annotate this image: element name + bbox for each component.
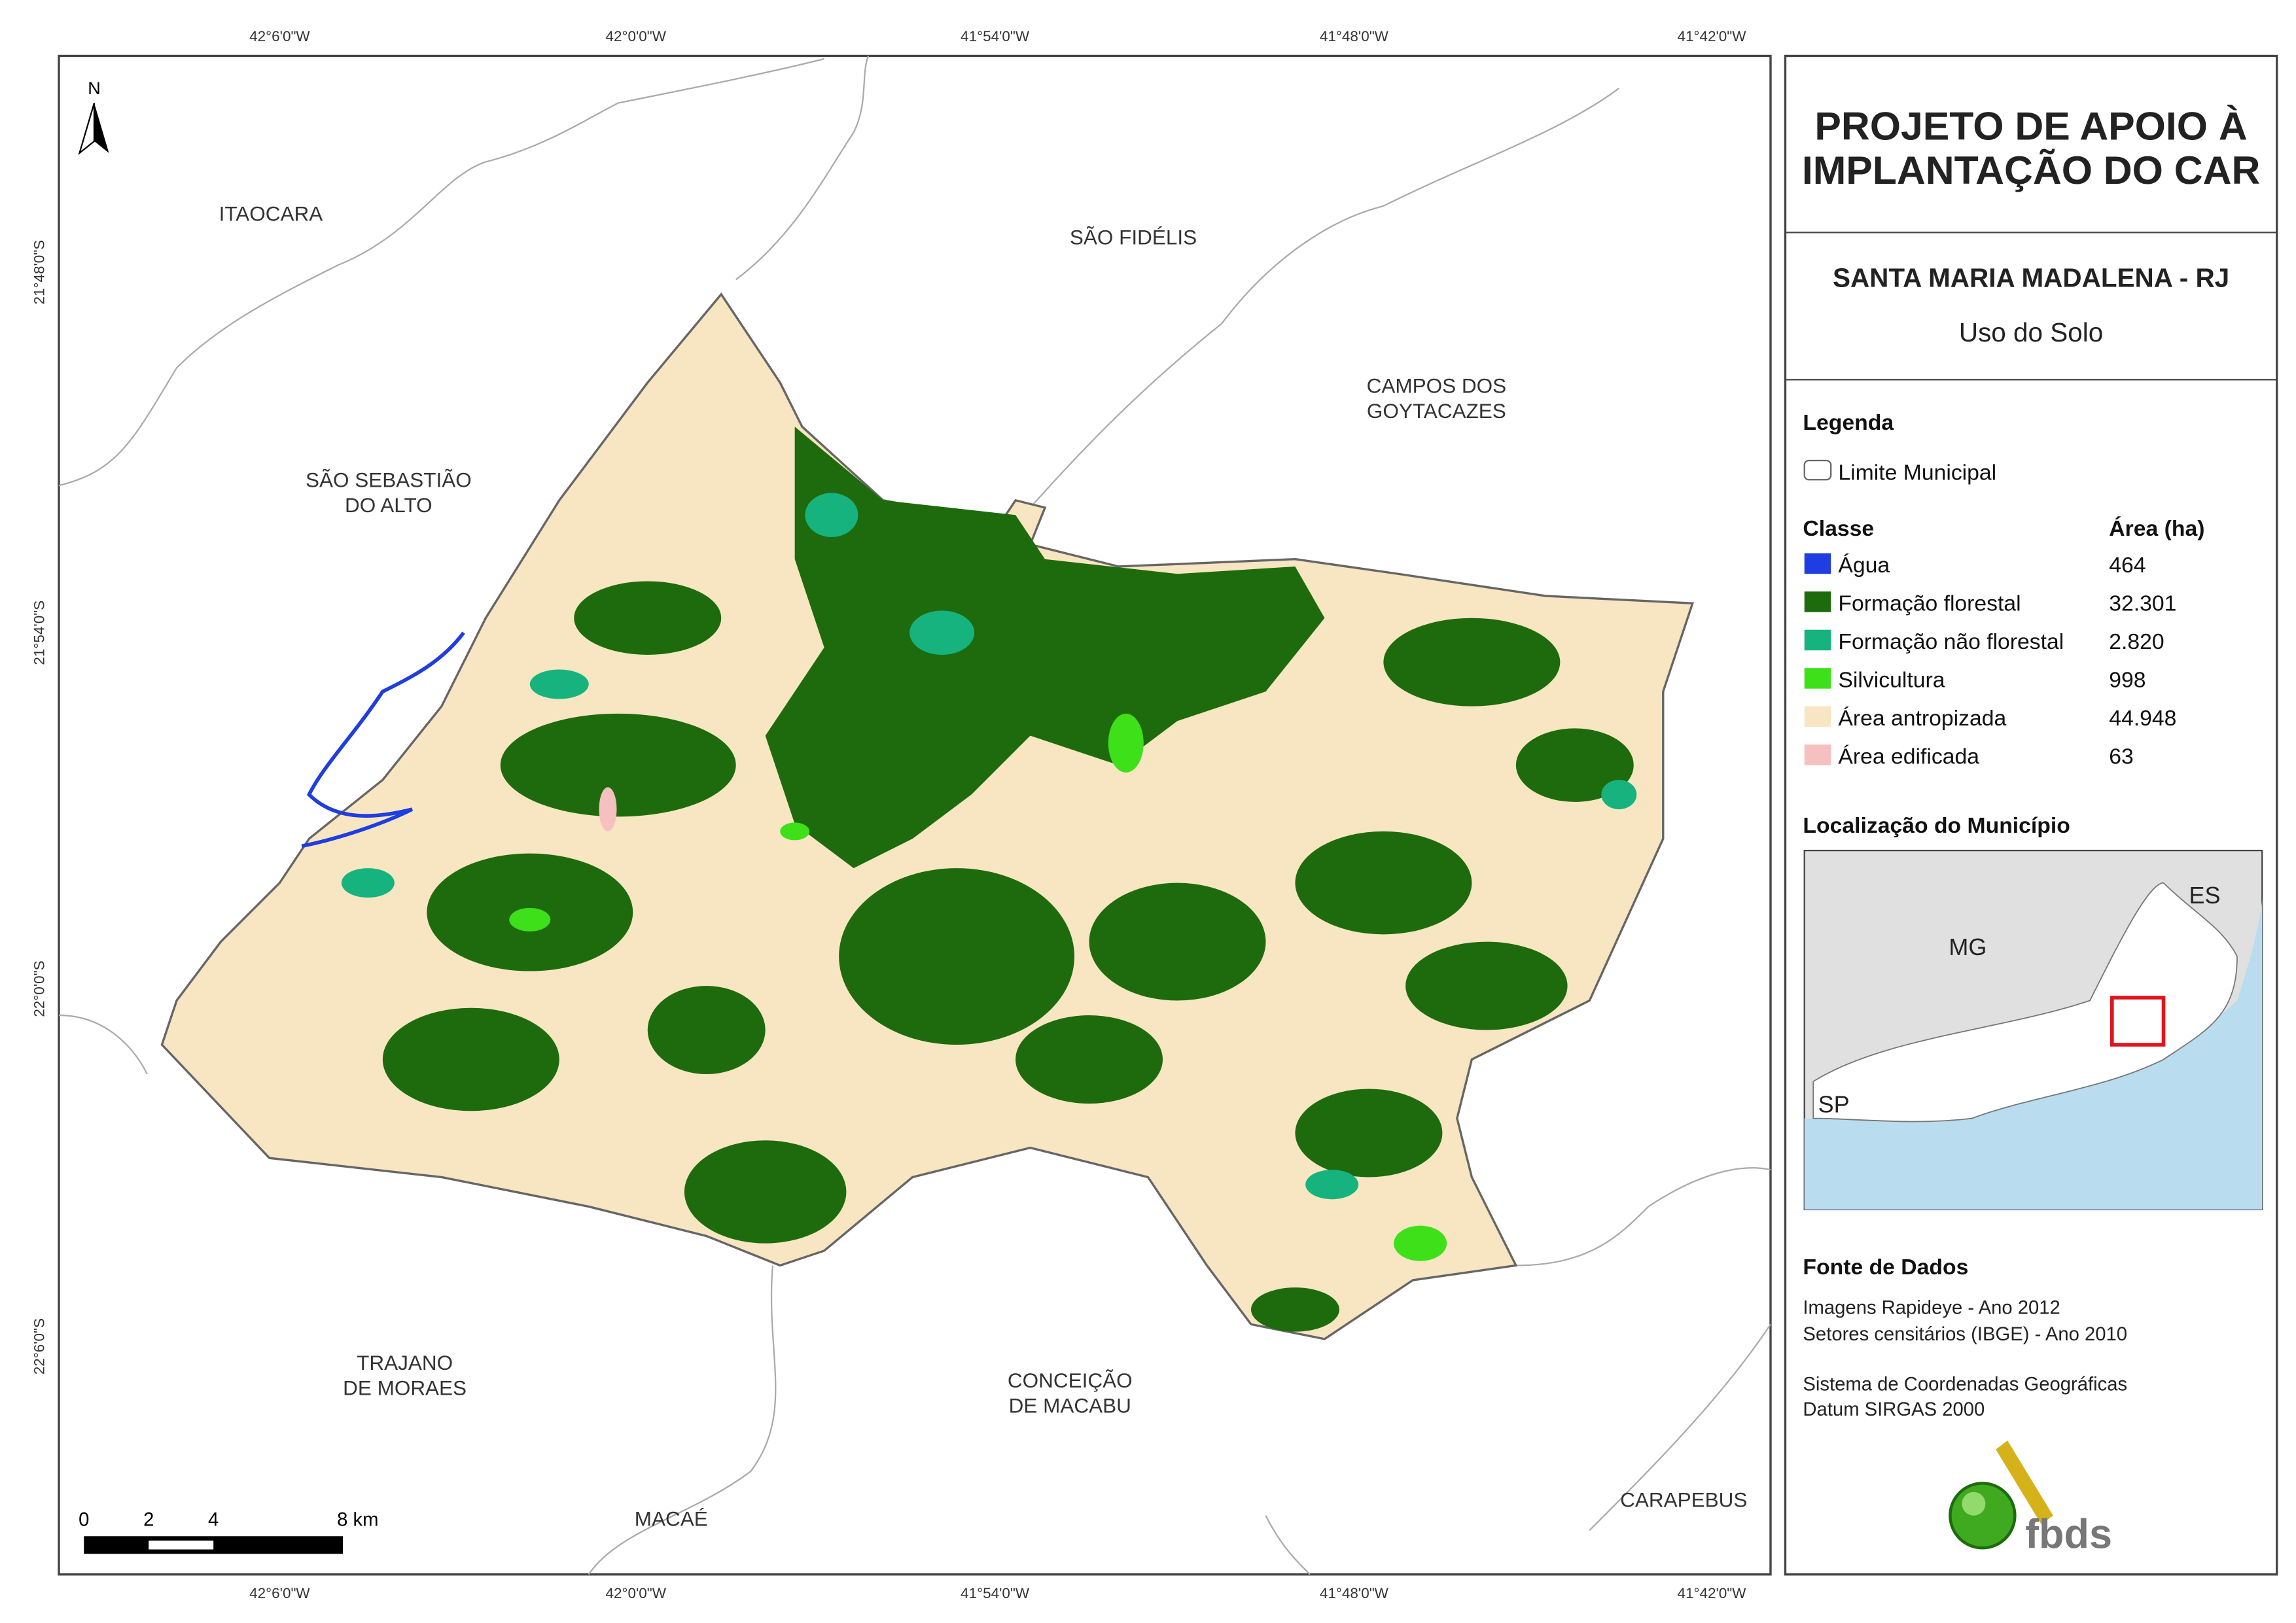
silviculture-areas: [509, 713, 1447, 1261]
longitude-label: 42°0'0"W: [605, 28, 666, 44]
place-name: TRAJANO: [357, 1351, 453, 1374]
legend-class: Formação não florestal: [1838, 629, 2064, 654]
legend-area: 44.948: [2109, 706, 2176, 731]
scale-label: 8 km: [337, 1510, 378, 1531]
built-area: [599, 787, 617, 831]
boundary-label: Limite Municipal: [1838, 460, 1996, 485]
legend-title: Legenda: [1803, 410, 1894, 435]
latitude-label: 22°0'0"S: [31, 960, 48, 1017]
longitude-label: 42°6'0"W: [249, 1585, 310, 1601]
class-header: Classe: [1803, 516, 1874, 541]
location-box: [2110, 996, 2166, 1047]
longitude-label: 41°42'0"W: [1677, 28, 1746, 44]
place-name: DO ALTO: [345, 493, 433, 517]
legend-class: Formação florestal: [1838, 591, 2021, 616]
forest-areas: [382, 427, 1634, 1332]
north-arrow: [94, 103, 109, 153]
logo-sphere: [1949, 1482, 2017, 1550]
municipal-boundaries: [58, 56, 1771, 1575]
place-name: DE MACABU: [1009, 1393, 1131, 1417]
state-rj: [1812, 882, 2238, 1123]
legend-class: Área edificada: [1838, 744, 1979, 769]
inset-label: MG: [1949, 934, 1987, 960]
water: [301, 631, 465, 848]
subtitle: Uso do Solo: [1959, 317, 2103, 347]
place-name: SÃO FIDÉLIS: [1070, 225, 1197, 249]
place-name: DE MORAES: [343, 1376, 467, 1399]
scale-label: 4: [208, 1510, 219, 1531]
longitude-label: 41°48'0"W: [1320, 28, 1389, 44]
legend-area: 63: [2109, 744, 2134, 769]
north-arrow: [78, 103, 96, 156]
place-name: ITAOCARA: [219, 201, 323, 225]
legend-rows: Água 464 Formação florestal 32.301 Formação …: [1804, 553, 2176, 769]
legend-swatch: [1804, 553, 1831, 574]
logo-text: fbds: [2025, 1511, 2112, 1557]
legend-area: 464: [2109, 553, 2146, 578]
place-name: SÃO SEBASTIÃO: [306, 468, 472, 492]
legend-area: 2.820: [2109, 629, 2164, 654]
place-name: MACAÉ: [635, 1507, 708, 1531]
place-name: CONCEIÇÃO: [1008, 1369, 1133, 1392]
title: IMPLANTAÇÃO DO CAR: [1802, 148, 2260, 192]
scale-segment: [149, 1541, 214, 1550]
legend-class: Silvicultura: [1838, 667, 1945, 692]
place-name: CARAPEBUS: [1620, 1488, 1747, 1511]
scale-label: 2: [143, 1510, 154, 1531]
longitude-label: 41°54'0"W: [961, 1585, 1030, 1601]
graticule: 42°6'0"W 42°0'0"W 41°54'0"W 41°48'0"W 41…: [31, 28, 1747, 1601]
longitude-label: 41°42'0"W: [1677, 1585, 1746, 1601]
latitude-label: 21°54'0"S: [31, 601, 48, 665]
legend-class: Água: [1838, 553, 1890, 578]
longitude-label: 41°48'0"W: [1320, 1585, 1389, 1601]
longitude-label: 41°54'0"W: [961, 28, 1030, 44]
inset-map: MG ES SP: [1803, 849, 2263, 1211]
boundary-swatch: [1803, 459, 1832, 481]
legend-swatch: [1804, 668, 1831, 689]
longitude-label: 42°6'0"W: [249, 28, 310, 44]
logo-highlight: [1962, 1492, 1986, 1516]
place-name: CAMPOS DOS: [1367, 374, 1506, 398]
north-label: N: [88, 79, 101, 98]
sea: [1804, 898, 2263, 1210]
inset-label: ES: [2189, 882, 2221, 909]
legend-swatch: [1804, 744, 1831, 765]
municipality-name: SANTA MARIA MADALENA - RJ: [1833, 263, 2229, 293]
logo-bar: [1996, 1440, 2053, 1525]
legend-area: 32.301: [2109, 591, 2176, 616]
legend-swatch: [1804, 591, 1831, 612]
latitude-label: 21°48'0"S: [31, 240, 48, 305]
latitude-label: 22°6'0"S: [31, 1318, 48, 1374]
source-line: Sistema de Coordenadas Geográficas: [1803, 1374, 2127, 1395]
inset-label: SP: [1818, 1091, 1850, 1117]
location-title: Localização do Município: [1803, 813, 2070, 838]
source-line: Datum SIRGAS 2000: [1803, 1399, 1985, 1420]
longitude-label: 42°0'0"W: [605, 1585, 666, 1601]
area-header: Área (ha): [2109, 516, 2204, 541]
source-line: Imagens Rapideye - Ano 2012: [1803, 1298, 2060, 1319]
title: PROJETO DE APOIO À: [1814, 104, 2247, 148]
scale-bar: 0 2 4 8 km: [79, 1510, 378, 1554]
source-line: Setores censitários (IBGE) - Ano 2010: [1803, 1324, 2127, 1345]
scale-label: 0: [79, 1510, 89, 1531]
side-panel: [1784, 54, 2278, 1576]
legend-swatch: [1804, 629, 1831, 651]
non-forest-areas: [341, 493, 1637, 1200]
legend-area: 998: [2109, 667, 2146, 692]
legend-class: Área antropizada: [1838, 706, 2006, 731]
place-name: GOYTACAZES: [1367, 399, 1506, 423]
legend-swatch: [1804, 706, 1831, 727]
sources-title: Fonte de Dados: [1803, 1255, 1968, 1280]
